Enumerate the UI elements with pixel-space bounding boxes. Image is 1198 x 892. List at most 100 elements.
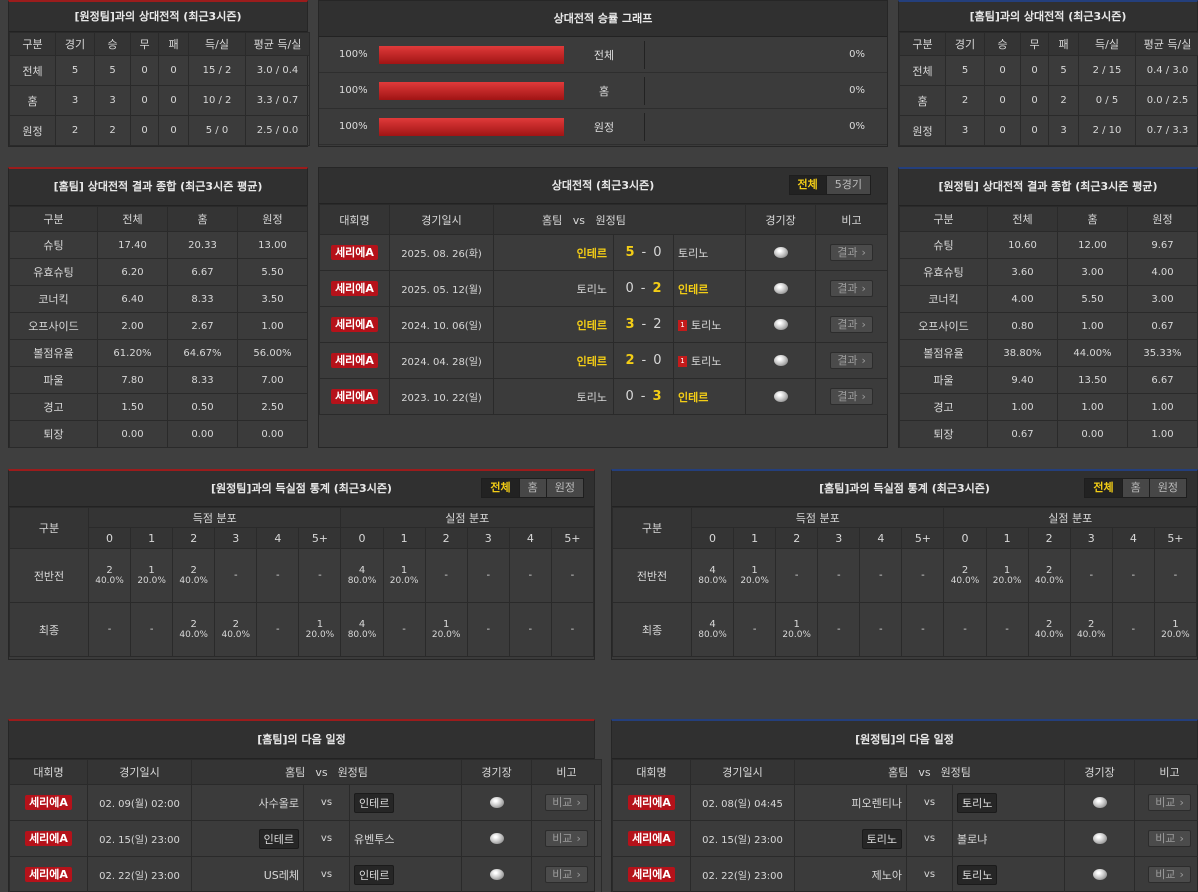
cell-value: 3 <box>94 85 131 116</box>
tab-all[interactable]: 전체 <box>789 176 826 194</box>
away-team[interactable]: 토리노 <box>691 318 722 332</box>
chevron-right-icon: › <box>1179 832 1184 845</box>
cell-value: 5 <box>945 55 985 86</box>
match-date: 2025. 05. 12(월) <box>389 270 494 307</box>
stadium-icon[interactable] <box>489 832 504 844</box>
away-team[interactable]: 토리노 <box>957 864 998 885</box>
away-cell: 인테르 <box>672 270 747 307</box>
home-score: 0 <box>625 389 634 404</box>
league-badge[interactable]: 세리에A <box>25 867 72 882</box>
league-badge[interactable]: 세리에A <box>331 389 378 404</box>
cell-value: 0.00 <box>167 420 238 448</box>
col-away: 원정팀 <box>940 766 971 779</box>
winrate-graph-panel: 상대전적 승률 그래프 100% 전체 0% 100% 홈 0% 100% 원정 0% <box>318 0 888 147</box>
chevron-right-icon: › <box>576 796 581 809</box>
league-badge[interactable]: 세리에A <box>628 831 675 846</box>
away-team[interactable]: 인테르 <box>678 390 709 404</box>
tab-recent5[interactable]: 5경기 <box>825 176 870 194</box>
away-cell: 인테르 <box>348 784 463 821</box>
home-team[interactable]: 사수올로 <box>258 796 299 810</box>
home-team[interactable]: 인테르 <box>493 234 614 271</box>
home-team[interactable]: 인테르 <box>258 828 299 849</box>
compare-button[interactable]: 비교 › <box>1148 830 1191 847</box>
cell-value: 3.0 / 0.4 <box>245 55 310 86</box>
percent: 40.0% <box>95 575 124 586</box>
away-team[interactable]: 토리노 <box>678 246 709 260</box>
away-team[interactable]: 볼로냐 <box>957 832 988 846</box>
count: - <box>1005 624 1009 635</box>
result-button[interactable]: 결과 › <box>830 244 873 261</box>
home-team[interactable]: US레체 <box>263 868 299 882</box>
col-home: 홈팀 <box>542 213 563 227</box>
tab-all[interactable]: 전체 <box>1085 479 1122 497</box>
away-cell: 1 토리노 <box>672 306 747 343</box>
league-badge[interactable]: 세리에A <box>331 245 378 260</box>
home-team[interactable]: 인테르 <box>493 342 614 379</box>
home-team[interactable]: 피오렌티나 <box>851 796 902 810</box>
away-team[interactable]: 인테르 <box>354 864 395 885</box>
tab-away[interactable]: 원정 <box>545 479 583 497</box>
result-button[interactable]: 결과 › <box>830 352 873 369</box>
tab-all[interactable]: 전체 <box>482 479 519 497</box>
league-badge[interactable]: 세리에A <box>25 795 72 810</box>
tab-home[interactable]: 홈 <box>1121 479 1149 497</box>
league-badge[interactable]: 세리에A <box>331 281 378 296</box>
stadium-icon[interactable] <box>773 246 788 258</box>
compare-button[interactable]: 비교 › <box>545 794 588 811</box>
tab-home[interactable]: 홈 <box>518 479 546 497</box>
league-badge[interactable]: 세리에A <box>628 867 675 882</box>
stadium-icon[interactable] <box>773 318 788 330</box>
compare-button[interactable]: 비교 › <box>545 830 588 847</box>
col-home: 홈팀 <box>285 766 306 779</box>
venue-cell <box>745 306 817 343</box>
stadium-icon[interactable] <box>1092 868 1107 880</box>
stadium-icon[interactable] <box>1092 832 1107 844</box>
scored-cell: - <box>130 602 174 657</box>
goals-table: 구분 득점 분포 실점 분포 0 1 2 3 4 5+ 0 1 2 3 4 5+ 전반전 4 80.0% 1 20.0… <box>612 507 1198 657</box>
row-label: 전반전 <box>9 548 89 603</box>
away-team[interactable]: 토리노 <box>957 792 998 813</box>
away-team[interactable]: 토리노 <box>691 354 722 368</box>
away-team[interactable]: 인테르 <box>678 282 709 296</box>
col-date: 경기일시 <box>389 204 494 235</box>
stadium-icon[interactable] <box>773 390 788 402</box>
compare-button[interactable]: 비교 › <box>1148 794 1191 811</box>
compare-button[interactable]: 비교 › <box>1148 866 1191 883</box>
away-team[interactable]: 인테르 <box>354 792 395 813</box>
home-team[interactable]: 인테르 <box>493 306 614 343</box>
league-badge[interactable]: 세리에A <box>628 795 675 810</box>
home-score: 0 <box>625 281 634 296</box>
stadium-icon[interactable] <box>489 868 504 880</box>
home-team[interactable]: 토리노 <box>493 270 614 307</box>
cell-value: 2 / 15 <box>1078 55 1136 86</box>
league-badge[interactable]: 세리에A <box>331 317 378 332</box>
win-bar-fill <box>379 82 564 100</box>
count: - <box>486 624 491 635</box>
league-badge[interactable]: 세리에A <box>25 831 72 846</box>
col-header: 구분 <box>9 206 98 232</box>
stadium-icon[interactable] <box>489 796 504 808</box>
scored-cell: - <box>901 602 945 657</box>
result-button[interactable]: 결과 › <box>830 388 873 405</box>
cell-value: 3 <box>945 115 985 146</box>
home-team[interactable]: 토리노 <box>861 828 902 849</box>
table-row: 원정 2 2 0 0 5 / 0 2.5 / 0.0 <box>9 115 310 146</box>
stadium-icon[interactable] <box>773 282 788 294</box>
tab-away[interactable]: 원정 <box>1148 479 1186 497</box>
stadium-icon[interactable] <box>773 354 788 366</box>
result-button[interactable]: 결과 › <box>830 280 873 297</box>
cell-value: 0.00 <box>1057 420 1128 448</box>
cell-value: 0 <box>1020 115 1049 146</box>
compare-button[interactable]: 비교 › <box>545 866 588 883</box>
league-badge[interactable]: 세리에A <box>331 353 378 368</box>
away-cell: 유벤투스 <box>348 820 463 857</box>
result-button[interactable]: 결과 › <box>830 316 873 333</box>
away-team[interactable]: 유벤투스 <box>354 832 395 846</box>
home-team[interactable]: 토리노 <box>493 378 614 415</box>
stadium-icon[interactable] <box>1092 796 1107 808</box>
home-team[interactable]: 제노아 <box>871 868 902 882</box>
count: 4 <box>709 618 716 630</box>
conceded-cell: - <box>382 602 426 657</box>
graph-row-label: 원정 <box>593 121 615 134</box>
